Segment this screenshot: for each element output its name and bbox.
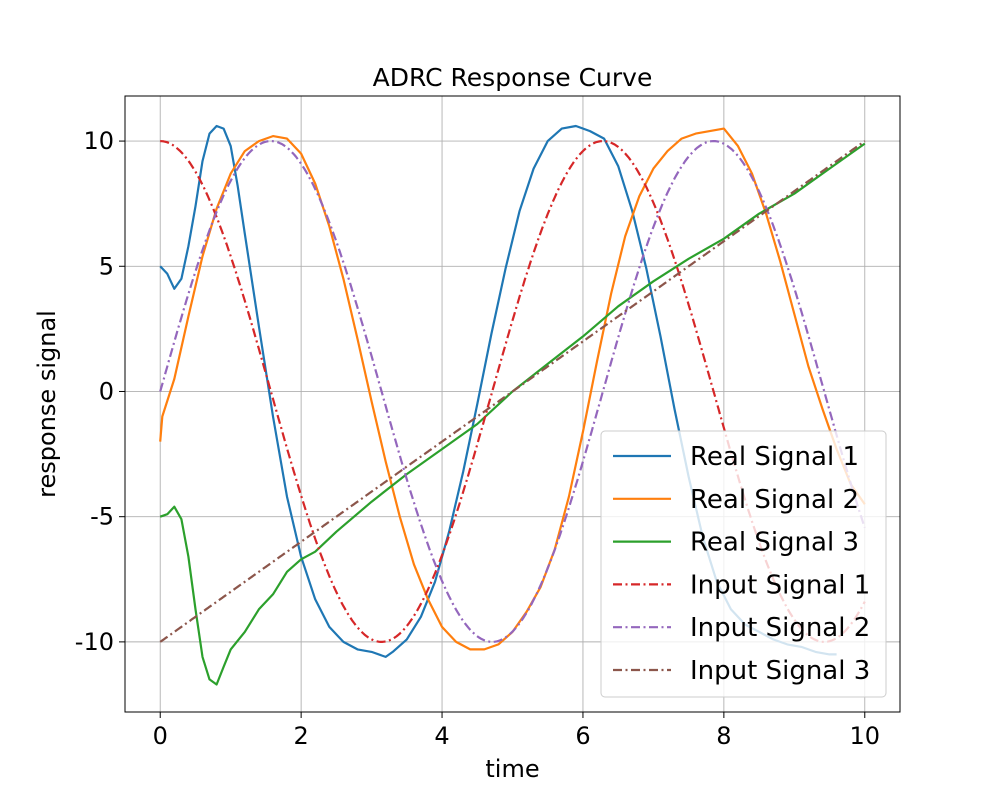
x-tick-label: 0 — [153, 722, 168, 750]
x-tick-label: 2 — [293, 722, 308, 750]
series-line-input-signal-3 — [159, 140, 866, 643]
legend-box — [600, 430, 887, 698]
series-line-real-signal-2 — [159, 127, 866, 651]
x-axis-title: time — [485, 755, 539, 783]
x-tick-label: 8 — [716, 722, 731, 750]
chart-title: ADRC Response Curve — [373, 63, 653, 92]
y-tick-label: -10 — [75, 628, 114, 656]
legend-label: Real Signal 1 — [690, 442, 859, 472]
legend-label: Input Signal 1 — [690, 570, 870, 600]
legend-label: Input Signal 3 — [690, 656, 870, 686]
series-line-real-signal-3 — [159, 142, 866, 686]
x-tick-label: 6 — [575, 722, 590, 750]
x-tick-label: 10 — [849, 722, 880, 750]
series-line-input-signal-2 — [159, 140, 866, 643]
y-tick-label: 10 — [83, 127, 114, 155]
y-axis-title: response signal — [33, 310, 61, 498]
x-tick-label: 4 — [434, 722, 449, 750]
series-line-input-signal-1 — [160, 140, 866, 643]
y-tick-label: -5 — [90, 503, 114, 531]
y-tick-label: 5 — [99, 252, 114, 280]
legend-label: Real Signal 3 — [690, 528, 859, 558]
plot-area — [124, 95, 901, 713]
legend-label: Input Signal 2 — [690, 613, 870, 643]
y-tick-label: 0 — [99, 377, 114, 405]
legend-label: Real Signal 2 — [690, 485, 859, 515]
legend: Real Signal 1 Real Signal 2 Real Signal 3 I… — [600, 430, 887, 698]
axis-ticks: 0 2 4 6 8 10 10 5 0 -5 -10 — [75, 127, 880, 750]
